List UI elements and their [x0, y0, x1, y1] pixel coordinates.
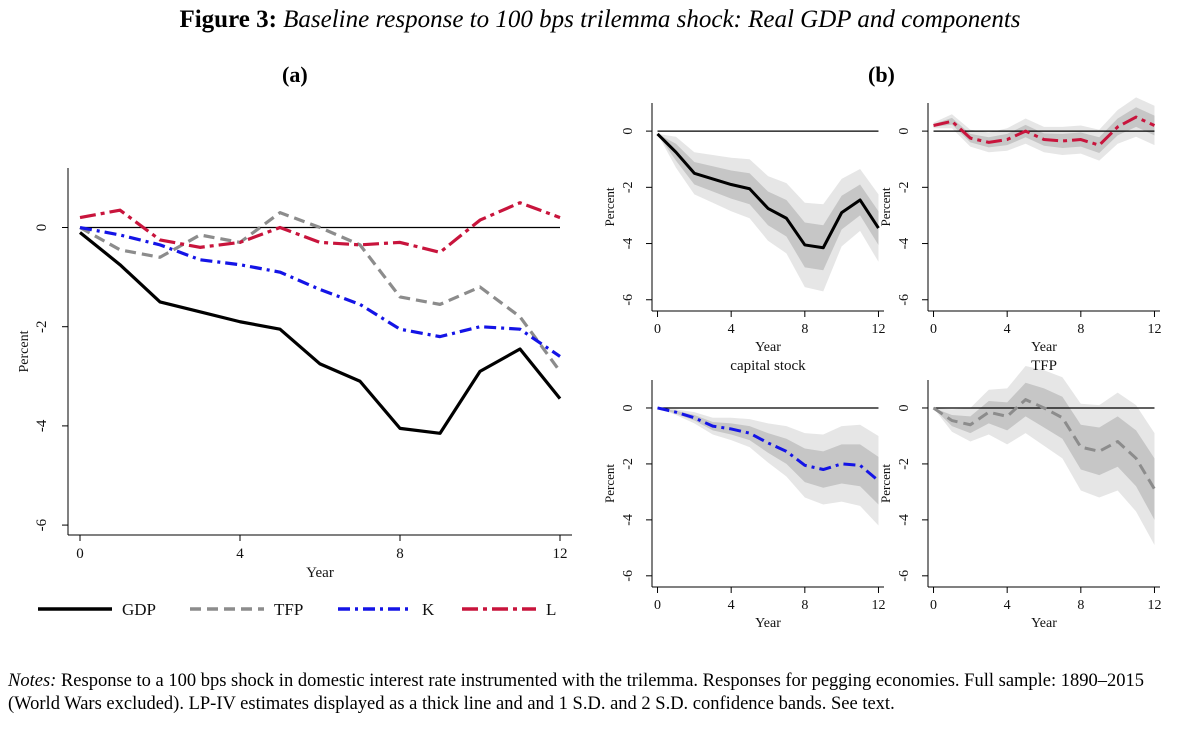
- series-line-tfp: [932, 398, 1156, 490]
- y-tick-label: -4: [897, 514, 912, 526]
- x-tick-label: 0: [76, 546, 84, 562]
- y-tick-label: -6: [621, 570, 636, 582]
- panel-b-tfp: 0 -2 -4 -6 0 4 8 12 Year Percent TFP: [878, 358, 1161, 631]
- x-axis-title: Year: [755, 616, 781, 631]
- x-tick-label: 0: [654, 322, 661, 337]
- x-axis-title: Year: [1031, 340, 1057, 355]
- panel-label-b: (b): [868, 62, 895, 87]
- figure-title: Figure 3: Baseline response to 100 bps t…: [0, 6, 1200, 34]
- panel-b-capital: 0 -2 -4 -6 0 4 8 12 Year Percent capital stock: [602, 358, 885, 631]
- x-tick-label: 8: [396, 546, 404, 562]
- x-tick-label: 4: [1004, 322, 1011, 337]
- series-line-l: [79, 201, 561, 254]
- y-tick-label: -2: [897, 458, 912, 470]
- y-axis-title: Percent: [878, 187, 893, 226]
- x-tick-label: 8: [1077, 322, 1084, 337]
- x-tick-label: 12: [871, 322, 885, 337]
- x-tick-label: 12: [1147, 322, 1161, 337]
- x-tick-label: 12: [1147, 598, 1161, 613]
- x-tick-label: 0: [930, 598, 937, 613]
- x-axis-title: Year: [306, 565, 334, 581]
- y-axis-title: Percent: [602, 464, 617, 503]
- y-tick-label: -4: [621, 514, 636, 526]
- x-tick-label: 8: [1077, 598, 1084, 613]
- confidence-band-1sd: [933, 382, 1155, 520]
- panel-label-a: (a): [282, 62, 308, 87]
- y-tick-label: -2: [34, 320, 50, 333]
- x-tick-label: 8: [801, 598, 808, 613]
- series-line-gdp: [78, 231, 562, 435]
- legend-label-k: K: [422, 600, 435, 619]
- x-axis-title: Year: [1031, 616, 1057, 631]
- x-tick-label: 0: [654, 598, 661, 613]
- y-tick-label: -6: [34, 518, 50, 531]
- legend-label-gdp: GDP: [122, 600, 156, 619]
- series-line-gdp: [656, 132, 880, 250]
- notes-label: Notes:: [8, 671, 57, 691]
- panel-title: TFP: [1031, 358, 1057, 374]
- series-line-k: [79, 225, 561, 358]
- x-tick-label: 12: [553, 546, 568, 562]
- y-tick-label: -6: [897, 570, 912, 582]
- legend-label-l: L: [546, 600, 556, 619]
- figure-chart: 0 -2 -4 -6 0 4 8 12 Year Percent GDP TFP K L 0 -2 -4 -6 0 4…: [17, 97, 1161, 631]
- y-tick-label: 0: [621, 128, 636, 135]
- panel-title: capital stock: [730, 358, 806, 374]
- figure-label: Figure 3:: [179, 6, 277, 33]
- confidence-band-1sd: [657, 133, 879, 271]
- series-line-tfp: [79, 211, 562, 373]
- notes: Notes: Response to a 100 bps shock in do…: [8, 670, 1192, 716]
- legend: GDP TFP K L: [38, 600, 556, 619]
- x-tick-label: 0: [930, 322, 937, 337]
- y-axis-title: Percent: [878, 464, 893, 503]
- y-axis-title: Percent: [17, 330, 32, 372]
- x-tick-label: 4: [728, 322, 735, 337]
- y-tick-label: -2: [897, 181, 912, 193]
- panel-b-labor: 0 -2 -4 -6 0 4 8 12 Year Percent: [878, 97, 1161, 355]
- y-tick-label: 0: [897, 128, 912, 135]
- confidence-band-1sd: [657, 407, 879, 505]
- panel-a: 0 -2 -4 -6 0 4 8 12 Year Percent: [17, 168, 572, 581]
- x-axis-title: Year: [755, 340, 781, 355]
- y-tick-label: -2: [621, 458, 636, 470]
- panel-b-gdp: 0 -2 -4 -6 0 4 8 12 Year Percent: [602, 103, 885, 355]
- confidence-band-2sd: [657, 407, 879, 526]
- y-tick-label: 0: [897, 404, 912, 411]
- legend-label-tfp: TFP: [274, 600, 303, 619]
- figure-caption: Baseline response to 100 bps trilemma sh…: [283, 6, 1021, 33]
- y-tick-label: -4: [34, 419, 50, 432]
- notes-text: Response to a 100 bps shock in domestic …: [8, 671, 1145, 714]
- x-tick-label: 8: [801, 322, 808, 337]
- y-tick-label: -2: [621, 181, 636, 193]
- x-tick-label: 12: [871, 598, 885, 613]
- series-line-l: [933, 115, 1156, 147]
- y-tick-label: -4: [621, 238, 636, 250]
- y-tick-label: -4: [897, 238, 912, 250]
- y-tick-label: 0: [34, 224, 50, 232]
- y-tick-label: -6: [897, 294, 912, 306]
- y-tick-label: 0: [621, 404, 636, 411]
- x-tick-label: 4: [1004, 598, 1011, 613]
- x-tick-label: 4: [728, 598, 735, 613]
- y-tick-label: -6: [621, 294, 636, 306]
- x-tick-label: 4: [236, 546, 244, 562]
- y-axis-title: Percent: [602, 187, 617, 226]
